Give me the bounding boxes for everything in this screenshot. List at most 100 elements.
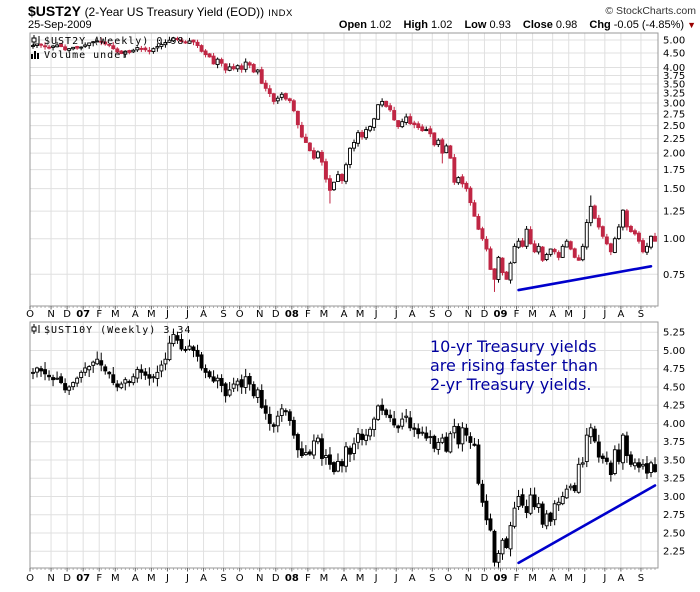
candlesticks xyxy=(31,36,657,292)
candle-body xyxy=(641,240,645,253)
candle-body xyxy=(408,417,413,429)
annotation-line: 10-yr Treasury yields xyxy=(430,337,597,356)
volume-icon xyxy=(31,49,41,63)
x-axis-label: S xyxy=(638,573,644,584)
candle-body xyxy=(215,58,220,66)
candle-body xyxy=(336,460,340,472)
candle-body xyxy=(203,50,208,56)
candle-body xyxy=(432,132,437,146)
x-axis-label: J xyxy=(165,573,169,584)
candle-body xyxy=(107,371,112,375)
candle-body xyxy=(263,82,268,89)
candle-body xyxy=(580,245,585,261)
axis-ticks xyxy=(29,306,656,310)
candle-body xyxy=(400,121,405,128)
candle-body xyxy=(616,449,621,462)
x-axis-label: D xyxy=(481,573,489,584)
candle-body xyxy=(175,335,180,341)
candle-body xyxy=(303,136,308,143)
candle-body xyxy=(243,376,248,388)
candle-body xyxy=(360,131,365,138)
x-axis-label: J xyxy=(602,573,606,584)
candle-body xyxy=(328,454,332,465)
x-axis-label: F xyxy=(305,573,311,584)
candle-body xyxy=(524,228,529,247)
candle-body xyxy=(91,41,96,44)
candle-body xyxy=(572,248,577,258)
candle-body xyxy=(199,45,204,52)
annotation-line: 2-yr Treasury yields. xyxy=(430,375,592,394)
candle-body xyxy=(653,464,657,473)
x-axis-label: M xyxy=(528,309,537,320)
candle-body xyxy=(472,443,477,446)
candle-body xyxy=(187,345,192,350)
candle-body xyxy=(315,437,320,443)
candle-body xyxy=(219,59,224,64)
y-axis-label: 3.00 xyxy=(663,99,685,110)
x-axis-label: A xyxy=(409,573,416,584)
candle-body xyxy=(99,360,104,366)
x-axis-label: S xyxy=(220,309,226,320)
x-axis-labels: O N D 07 F M A M J J A S O N D 08 F M A M J J A S O N D 09 F M A M J J A S xyxy=(26,573,644,584)
candle-body xyxy=(604,457,609,462)
candle-body xyxy=(135,368,140,379)
candle-body xyxy=(520,240,525,247)
candle-body xyxy=(448,433,453,453)
candle-body xyxy=(211,55,216,65)
candle-body xyxy=(400,418,405,427)
x-axis-label: A xyxy=(409,309,416,320)
candle-body xyxy=(452,157,457,183)
candle-body xyxy=(171,333,176,345)
candle-body xyxy=(416,123,421,129)
candle-body xyxy=(115,48,120,53)
chart-$UST10Y: O N D 07 F M A M J J A S O N D 08 F M A M J J A S O N D 09 F M A M J J A S5… xyxy=(26,321,685,584)
x-axis-label: S xyxy=(429,309,435,320)
candle-body xyxy=(311,150,316,159)
x-axis-label: O xyxy=(444,309,452,320)
candle-body xyxy=(59,376,64,384)
candle-body xyxy=(39,43,43,46)
candle-body xyxy=(143,371,148,376)
symbol-title: $UST2Y xyxy=(28,3,81,19)
candle-body xyxy=(412,427,417,430)
candle-body xyxy=(572,485,577,492)
x-axis-label: F xyxy=(514,573,520,584)
y-axis-label: 4.25 xyxy=(663,401,685,412)
candle-body xyxy=(476,444,481,484)
candle-body xyxy=(336,174,340,182)
candle-body xyxy=(508,525,513,550)
candle-body xyxy=(556,501,561,506)
x-axis-label: D xyxy=(481,309,489,320)
candle-body xyxy=(151,376,156,379)
x-axis-label: A xyxy=(341,573,348,584)
candle-body xyxy=(295,434,300,451)
candle-body xyxy=(51,45,56,48)
candle-body xyxy=(51,377,56,381)
x-axis-label: M xyxy=(147,309,156,320)
candle-body xyxy=(376,405,381,420)
x-axis-label: M xyxy=(111,573,120,584)
x-axis-label: J xyxy=(394,573,398,584)
candle-body xyxy=(195,41,200,46)
candle-body xyxy=(468,436,473,443)
candle-body xyxy=(139,369,144,373)
y-axis-label: 1.50 xyxy=(663,184,685,195)
x-axis-label: A xyxy=(617,309,624,320)
candle-body xyxy=(348,447,352,455)
candle-body xyxy=(211,376,216,382)
candle-body xyxy=(55,44,60,48)
candle-body xyxy=(520,494,525,506)
candle-body xyxy=(484,238,489,250)
candle-body xyxy=(540,246,545,261)
x-axis-label: J xyxy=(394,309,398,320)
candle-body xyxy=(645,463,649,474)
x-axis-label: M xyxy=(111,309,120,320)
candle-body xyxy=(35,43,39,46)
symbol-exchange: INDX xyxy=(268,8,293,19)
candle-body xyxy=(356,433,360,443)
candle-body xyxy=(239,65,244,70)
x-axis-label: J xyxy=(185,573,189,584)
candle-body xyxy=(235,65,240,70)
candle-body xyxy=(91,361,96,366)
